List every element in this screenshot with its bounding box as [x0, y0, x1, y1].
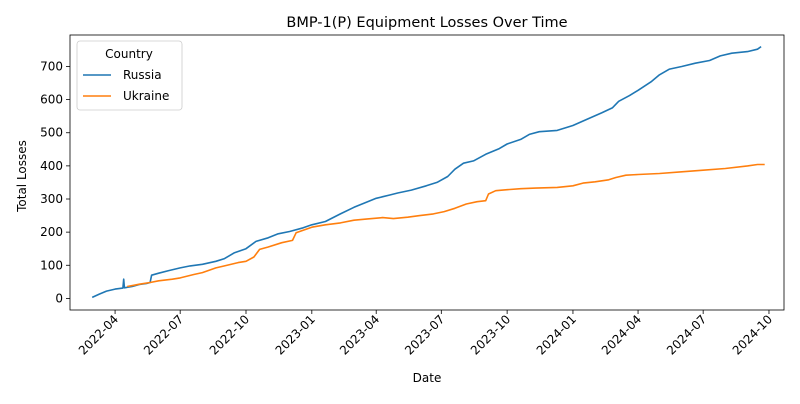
- series-line-ukraine: [127, 163, 765, 288]
- legend-label-ukraine: Ukraine: [123, 89, 169, 103]
- y-tick-label: 700: [40, 59, 63, 73]
- legend-entries: Russia Ukraine: [83, 68, 169, 103]
- series-layer: [91, 45, 765, 299]
- legend: Country Russia Ukraine: [76, 40, 183, 111]
- chart-title: BMP-1(P) Equipment Losses Over Time: [286, 15, 567, 31]
- y-tick-label: 300: [40, 192, 63, 206]
- y-tick-label: 400: [40, 159, 63, 173]
- y-axis-label: Total Losses: [15, 140, 29, 213]
- legend-label-russia: Russia: [123, 68, 162, 82]
- series-line-russia: [91, 45, 762, 299]
- y-tick-label: 600: [40, 93, 63, 107]
- y-tick-label: 0: [55, 291, 63, 305]
- legend-title: Country: [105, 47, 153, 61]
- legend-frame: [76, 40, 183, 111]
- y-tick-label: 500: [40, 126, 63, 140]
- x-axis-label: Date: [413, 371, 442, 385]
- plot-frame: [69, 34, 785, 311]
- y-tick-label: 200: [40, 225, 63, 239]
- y-tick-label: 100: [40, 258, 63, 272]
